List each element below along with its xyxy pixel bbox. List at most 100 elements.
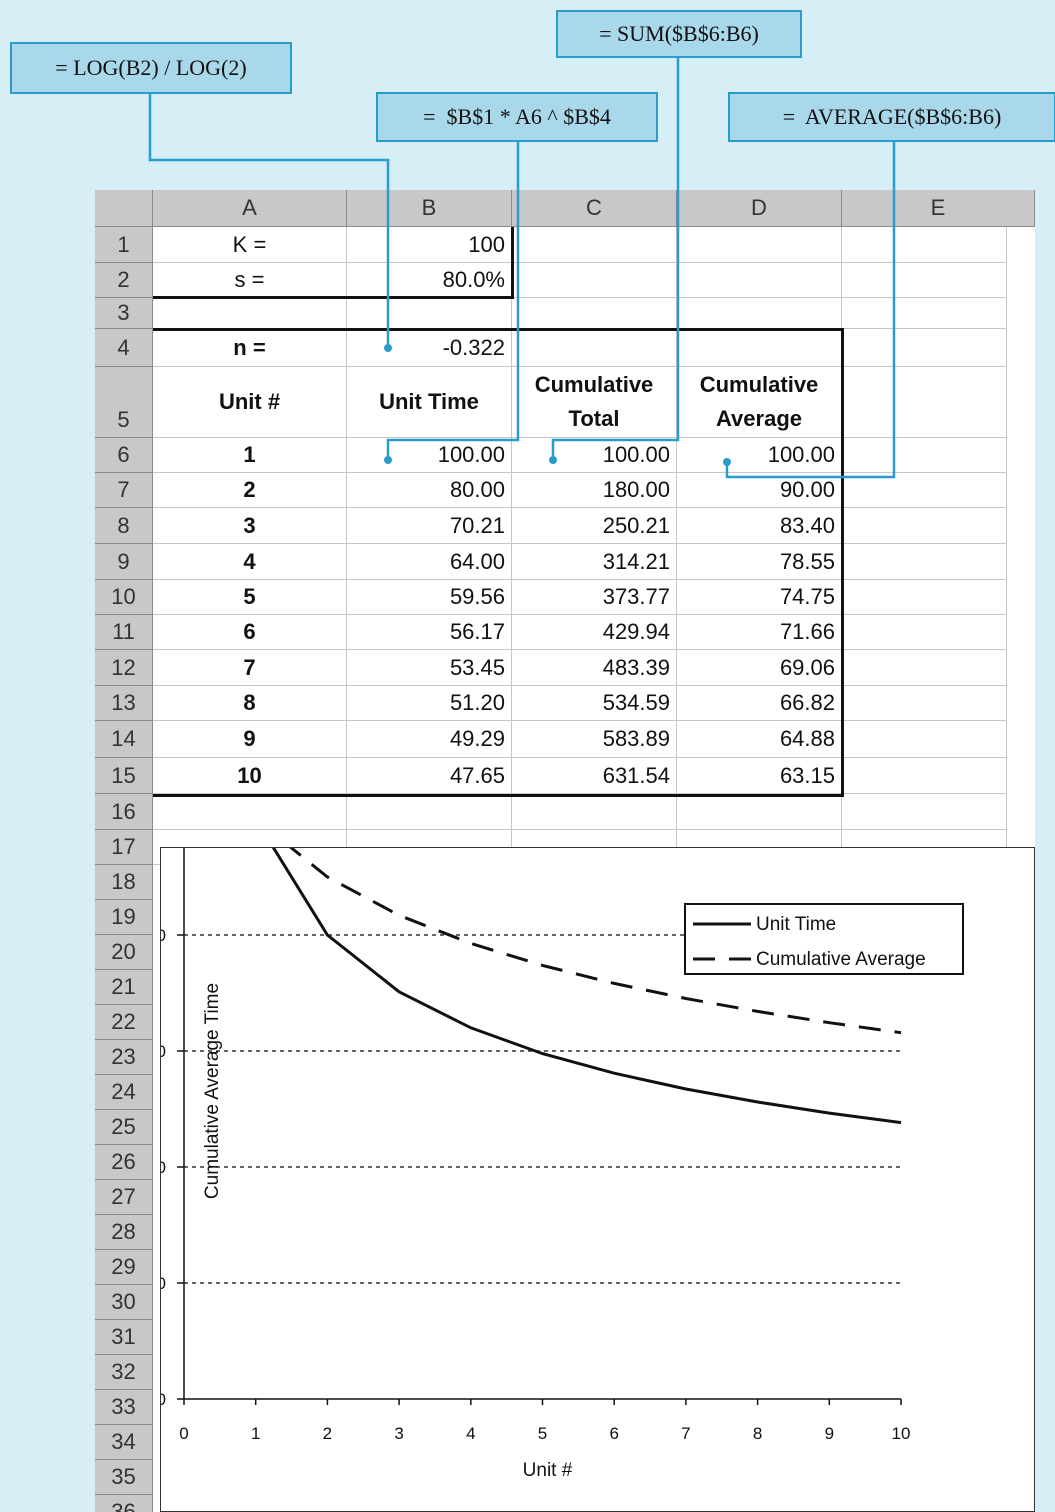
cell-unit-10[interactable]: 10 [153,758,347,794]
cell-e7[interactable] [842,473,1007,508]
header-cumulative-average[interactable]: Cumulative Average [677,367,842,438]
cell-e4[interactable] [842,329,1007,367]
cell-b2-s-value[interactable]: 80.0% [347,263,512,298]
row-header-19[interactable]: 19 [95,900,153,935]
cell-e10[interactable] [842,580,1007,615]
cell-unit-time-6[interactable]: 56.17 [347,615,512,650]
cell-c2[interactable] [512,263,677,298]
cell-e5[interactable] [842,367,1007,438]
cell-cumulative-total-2[interactable]: 180.00 [512,473,677,508]
row-header-5[interactable]: 5 [95,367,153,438]
cell-unit-time-9[interactable]: 49.29 [347,721,512,758]
cell-cumulative-total-9[interactable]: 583.89 [512,721,677,758]
cell-e3[interactable] [842,298,1007,329]
cell-d2[interactable] [677,263,842,298]
row-header-21[interactable]: 21 [95,970,153,1005]
cell-e16[interactable] [842,794,1007,830]
cell-cumulative-total-3[interactable]: 250.21 [512,508,677,544]
cell-cumulative-average-6[interactable]: 71.66 [677,615,842,650]
cell-unit-3[interactable]: 3 [153,508,347,544]
header-unit-time[interactable]: Unit Time [347,367,512,438]
cell-cumulative-average-5[interactable]: 74.75 [677,580,842,615]
row-header-31[interactable]: 31 [95,1320,153,1355]
column-header-e[interactable]: E [842,190,1035,227]
cell-cumulative-average-7[interactable]: 69.06 [677,650,842,686]
row-header-9[interactable]: 9 [95,544,153,580]
cell-cumulative-total-5[interactable]: 373.77 [512,580,677,615]
cell-cumulative-average-8[interactable]: 66.82 [677,686,842,721]
row-header-33[interactable]: 33 [95,1390,153,1425]
row-header-10[interactable]: 10 [95,580,153,615]
cell-cumulative-average-10[interactable]: 63.15 [677,758,842,794]
cell-c16[interactable] [512,794,677,830]
row-header-7[interactable]: 7 [95,473,153,508]
header-cumulative-total[interactable]: Cumulative Total [512,367,677,438]
cell-e2[interactable] [842,263,1007,298]
cell-e8[interactable] [842,508,1007,544]
cell-c1[interactable] [512,227,677,263]
cell-unit-9[interactable]: 9 [153,721,347,758]
cell-e13[interactable] [842,686,1007,721]
cell-unit-time-3[interactable]: 70.21 [347,508,512,544]
row-header-14[interactable]: 14 [95,721,153,758]
cell-e6[interactable] [842,438,1007,473]
cell-cumulative-average-1[interactable]: 100.00 [677,438,842,473]
cell-b4-n-value[interactable]: -0.322 [347,329,512,367]
cell-unit-1[interactable]: 1 [153,438,347,473]
cell-c4[interactable] [512,329,677,367]
cell-unit-time-10[interactable]: 47.65 [347,758,512,794]
cell-e1[interactable] [842,227,1007,263]
row-header-27[interactable]: 27 [95,1180,153,1215]
cell-unit-4[interactable]: 4 [153,544,347,580]
row-header-6[interactable]: 6 [95,438,153,473]
row-header-4[interactable]: 4 [95,329,153,367]
learning-curve-chart[interactable]: 020406080100120012345678910Unit #Cumulat… [160,847,1035,1512]
column-header-c[interactable]: C [512,190,677,227]
column-header-d[interactable]: D [677,190,842,227]
cell-unit-time-1[interactable]: 100.00 [347,438,512,473]
cell-a3[interactable] [153,298,347,329]
cell-e11[interactable] [842,615,1007,650]
cell-unit-7[interactable]: 7 [153,650,347,686]
cell-unit-2[interactable]: 2 [153,473,347,508]
cell-unit-5[interactable]: 5 [153,580,347,615]
cell-b1-k-value[interactable]: 100 [347,227,512,263]
cell-unit-6[interactable]: 6 [153,615,347,650]
cell-a2-s-label[interactable]: s = [153,263,347,298]
row-header-25[interactable]: 25 [95,1110,153,1145]
cell-cumulative-total-8[interactable]: 534.59 [512,686,677,721]
cell-unit-time-4[interactable]: 64.00 [347,544,512,580]
cell-cumulative-average-3[interactable]: 83.40 [677,508,842,544]
cell-unit-time-7[interactable]: 53.45 [347,650,512,686]
row-header-15[interactable]: 15 [95,758,153,794]
row-header-18[interactable]: 18 [95,865,153,900]
cell-d1[interactable] [677,227,842,263]
cell-unit-8[interactable]: 8 [153,686,347,721]
cell-d3[interactable] [677,298,842,329]
cell-a4-n-label[interactable]: n = [153,329,347,367]
cell-d4[interactable] [677,329,842,367]
row-header-26[interactable]: 26 [95,1145,153,1180]
row-header-2[interactable]: 2 [95,263,153,298]
cell-e14[interactable] [842,721,1007,758]
row-header-22[interactable]: 22 [95,1005,153,1040]
row-header-28[interactable]: 28 [95,1215,153,1250]
cell-e12[interactable] [842,650,1007,686]
select-all-corner[interactable] [95,190,153,227]
cell-b16[interactable] [347,794,512,830]
row-header-29[interactable]: 29 [95,1250,153,1285]
cell-b3[interactable] [347,298,512,329]
cell-unit-time-2[interactable]: 80.00 [347,473,512,508]
cell-unit-time-5[interactable]: 59.56 [347,580,512,615]
cell-cumulative-average-9[interactable]: 64.88 [677,721,842,758]
row-header-3[interactable]: 3 [95,298,153,329]
column-header-b[interactable]: B [347,190,512,227]
cell-cumulative-total-6[interactable]: 429.94 [512,615,677,650]
row-header-30[interactable]: 30 [95,1285,153,1320]
row-header-35[interactable]: 35 [95,1460,153,1495]
row-header-1[interactable]: 1 [95,227,153,263]
cell-cumulative-average-2[interactable]: 90.00 [677,473,842,508]
cell-e9[interactable] [842,544,1007,580]
row-header-36[interactable]: 36 [95,1495,153,1512]
column-header-a[interactable]: A [153,190,347,227]
